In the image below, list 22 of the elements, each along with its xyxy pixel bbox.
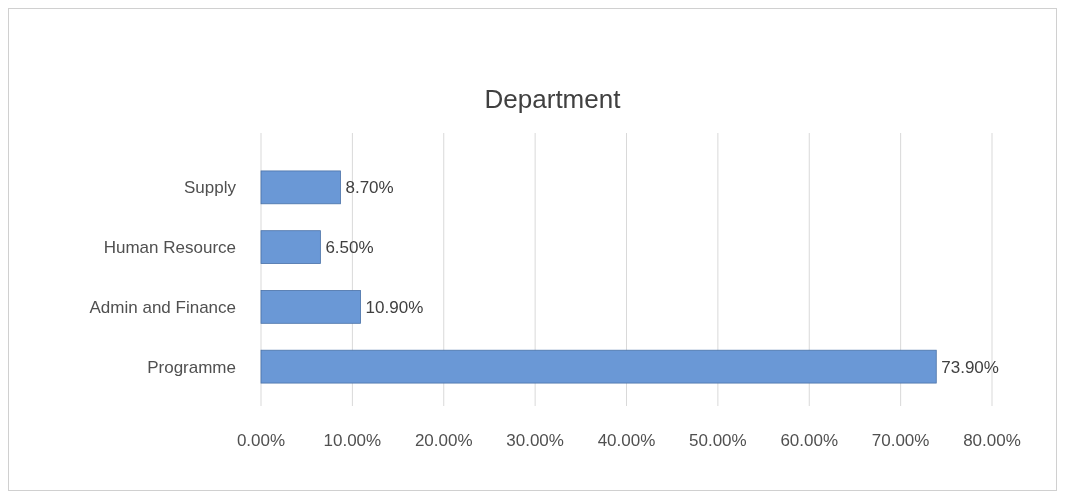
x-tick-label: 10.00% bbox=[323, 431, 382, 450]
y-tick-label: Supply bbox=[184, 178, 237, 198]
bar bbox=[260, 170, 341, 205]
x-tick-label: 30.00% bbox=[506, 431, 564, 450]
x-tick-label: 0.00% bbox=[236, 431, 286, 450]
data-label: 8.70% bbox=[345, 178, 394, 198]
x-tick-label: 20.00% bbox=[414, 431, 473, 450]
x-tick-label: 70.00% bbox=[871, 431, 930, 450]
chart-title: Department bbox=[484, 84, 622, 114]
x-tick-label: 40.00% bbox=[597, 431, 656, 450]
bar bbox=[260, 290, 361, 324]
data-label: 6.50% bbox=[325, 238, 374, 258]
x-tick-label: 50.00% bbox=[689, 431, 747, 450]
x-tick-label: 80.00% bbox=[963, 431, 1021, 450]
data-label: 73.90% bbox=[941, 357, 999, 377]
y-tick-label: Admin and Finance bbox=[89, 297, 236, 317]
bar bbox=[260, 349, 937, 384]
x-tick-label: 60.00% bbox=[780, 431, 839, 450]
y-tick-label: Human Resource bbox=[103, 238, 236, 258]
y-tick-label: Programme bbox=[147, 357, 236, 377]
data-label: 10.90% bbox=[365, 297, 424, 317]
bar bbox=[260, 230, 321, 264]
